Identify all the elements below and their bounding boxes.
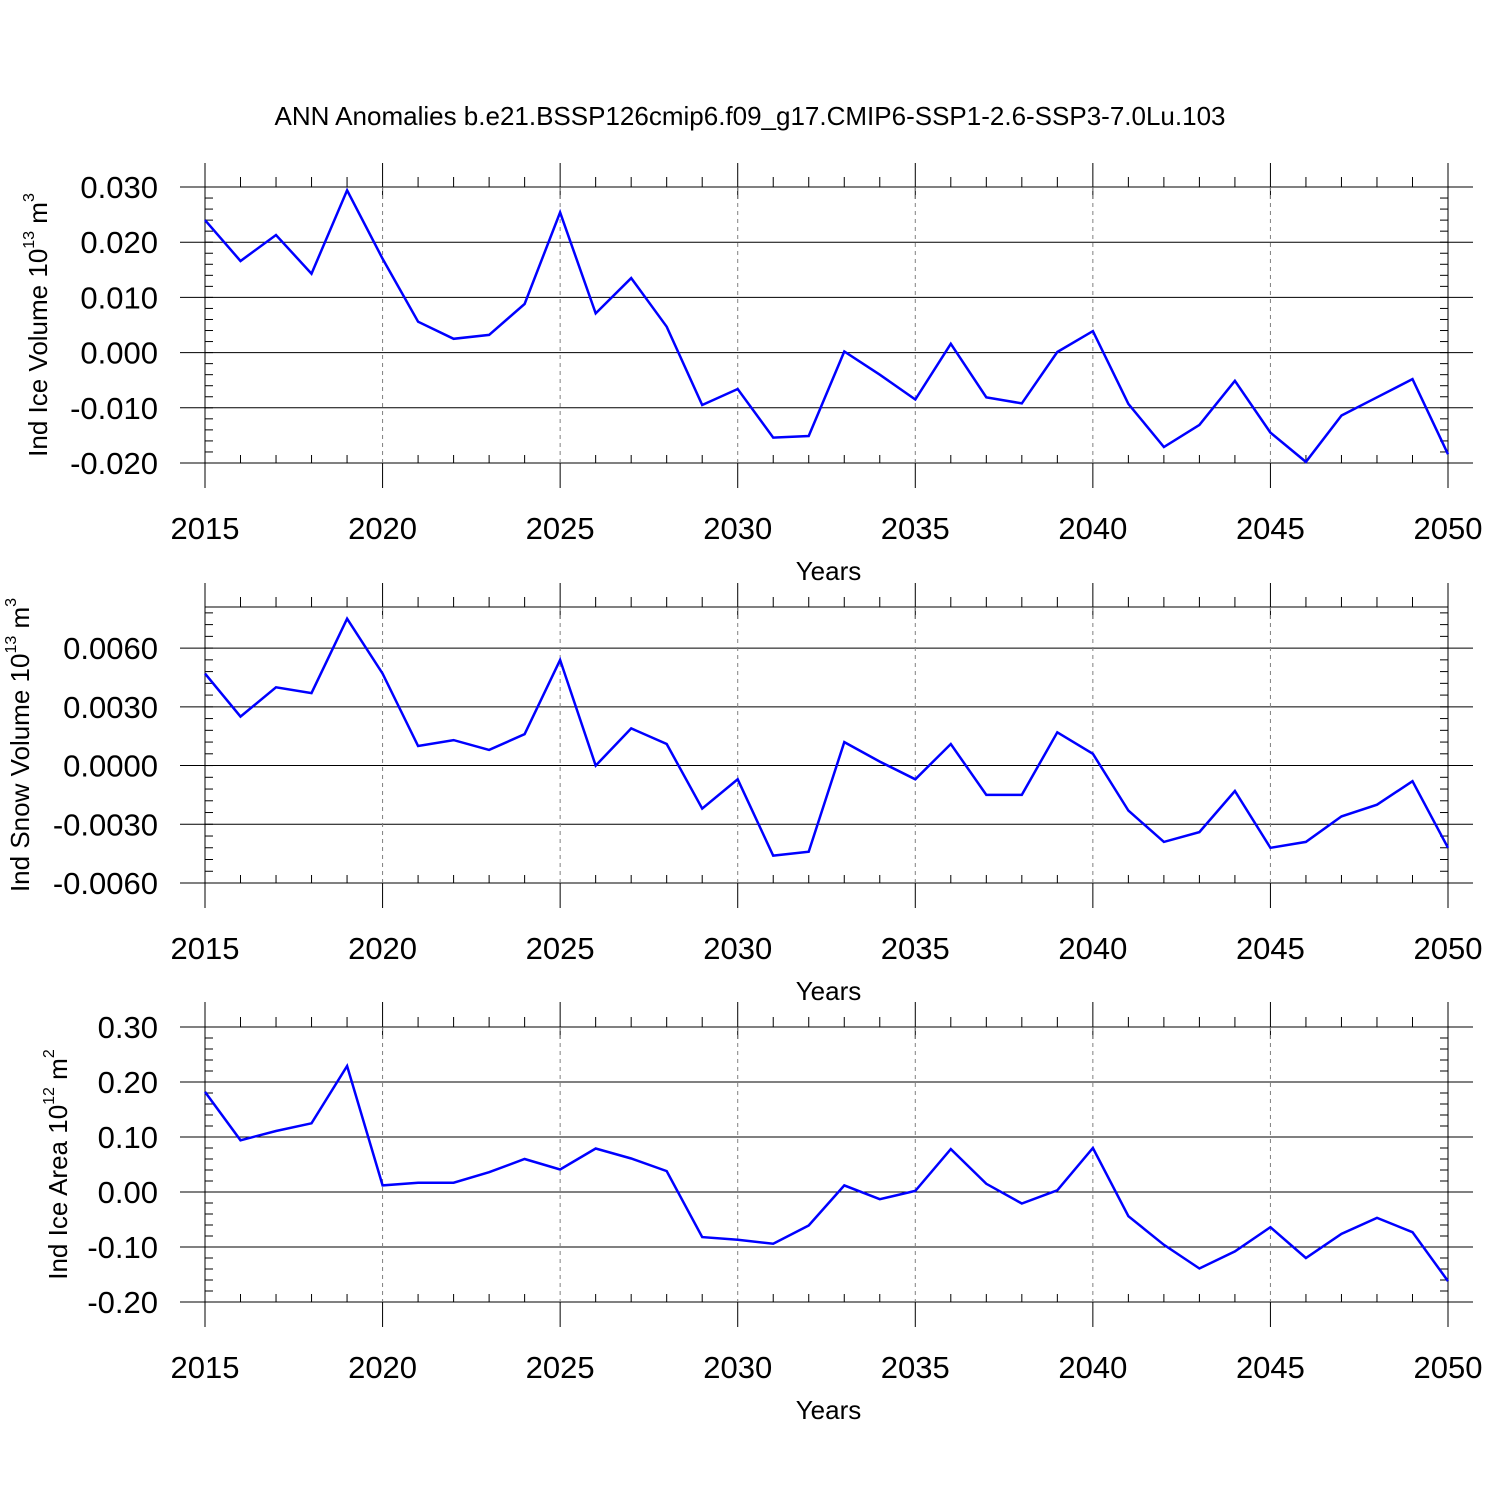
x-tick-label: 2050 [1414,931,1483,966]
y-axis-label-part: m [23,202,53,231]
y-axis-label-superscript: 3 [3,598,20,607]
y-axis-label-superscript: 3 [21,193,38,202]
panel-2: 0.0060 0.0030 0.0000 -0.0030 -0.0060 2015 2020… [3,583,1482,1006]
x-tick-label: 2035 [881,931,950,966]
x-tick-label: 2045 [1236,1350,1305,1385]
x-axis-label: Years [796,556,862,586]
y-tick-label: 0.020 [80,225,158,260]
y-tick-label: 0.010 [80,280,158,315]
series-line [204,187,1450,464]
x-tick-label: 2040 [1058,931,1127,966]
x-tick-label: 2040 [1058,511,1127,546]
y-tick-label: 0.00 [98,1175,158,1210]
x-tick-label: 2035 [881,511,950,546]
x-tick-label: 2015 [171,1350,240,1385]
x-tick-label: 2025 [526,931,595,966]
x-tick-label: 2020 [348,931,417,966]
y-tick-label: 0.0060 [63,631,158,666]
panels: 0.030 0.020 0.010 0.000 -0.010 -0.020 2015 2020… [3,163,1482,1425]
y-axis-label-part: Ind Ice Area 10 [43,1105,73,1280]
y-axis-label-superscript: 13 [3,636,20,654]
y-axis-label-superscript: 13 [21,231,38,249]
y-tick-label: -0.0060 [53,866,158,901]
y-axis-label-part: Ind Snow Volume 10 [5,654,35,893]
x-tick-label: 2045 [1236,511,1305,546]
x-tick-label: 2025 [526,511,595,546]
y-axis-label: Ind Ice Area 1012 m2 [41,1049,73,1280]
x-tick-label: 2015 [171,931,240,966]
panel-3: 0.30 0.20 0.10 0.00 -0.10 -0.20 2015 2020 2025 20… [41,1002,1482,1425]
y-tick-label: 0.20 [98,1065,158,1100]
x-tick-label: 2020 [348,511,417,546]
y-axis-label-part: m [43,1058,73,1087]
x-tick-label: 2015 [171,511,240,546]
y-tick-label: -0.10 [87,1230,158,1265]
y-axis-label-part: m [5,607,35,636]
x-axis-label: Years [796,1395,862,1425]
y-axis-label: Ind Ice Volume 1013 m3 [21,193,53,457]
y-tick-label: -0.0030 [53,807,158,842]
y-tick-label: 0.000 [80,336,158,371]
y-tick-label: 0.0030 [63,690,158,725]
x-tick-label: 2020 [348,1350,417,1385]
x-tick-label: 2040 [1058,1350,1127,1385]
y-axis-label: Ind Snow Volume 1013 m3 [3,598,35,892]
series-line [203,1062,1450,1282]
x-tick-label: 2030 [703,1350,772,1385]
x-axis-label: Years [796,976,862,1006]
y-tick-label: 0.10 [98,1120,158,1155]
x-tick-label: 2050 [1414,1350,1483,1385]
x-tick-label: 2045 [1236,931,1305,966]
y-axis-label-superscript: 12 [41,1087,58,1105]
figure-title: ANN Anomalies b.e21.BSSP126cmip6.f09_g17… [275,101,1226,131]
x-tick-label: 2030 [703,511,772,546]
y-tick-label: -0.010 [70,391,158,426]
x-tick-label: 2030 [703,931,772,966]
x-tick-label: 2025 [526,1350,595,1385]
x-tick-label: 2035 [881,1350,950,1385]
y-tick-label: -0.020 [70,446,158,481]
series-line [204,616,1450,857]
y-tick-label: 0.0000 [63,749,158,784]
panel-1: 0.030 0.020 0.010 0.000 -0.010 -0.020 2015 2020… [21,163,1482,586]
y-tick-label: -0.20 [87,1285,158,1320]
y-tick-label: 0.030 [80,170,158,205]
y-axis-label-superscript: 2 [41,1049,58,1058]
y-tick-label: 0.30 [98,1010,158,1045]
y-axis-label-part: Ind Ice Volume 10 [23,249,53,457]
x-tick-label: 2050 [1414,511,1483,546]
